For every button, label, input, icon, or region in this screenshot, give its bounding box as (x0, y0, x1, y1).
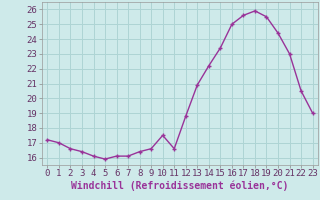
X-axis label: Windchill (Refroidissement éolien,°C): Windchill (Refroidissement éolien,°C) (71, 181, 289, 191)
